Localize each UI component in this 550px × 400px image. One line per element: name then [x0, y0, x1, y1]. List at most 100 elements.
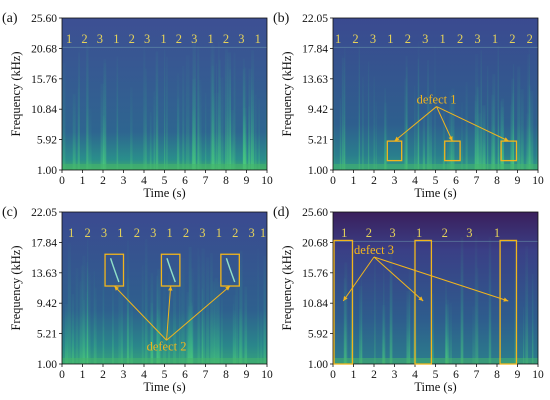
energy-stripe	[213, 93, 217, 170]
x-axis-label: Time (s)	[414, 186, 456, 200]
energy-stripe	[157, 268, 161, 364]
energy-stripe	[86, 41, 89, 170]
energy-stripe	[224, 49, 229, 170]
segment-label: 1	[66, 32, 72, 46]
segment-label: 2	[85, 226, 91, 240]
low-frequency-band	[62, 164, 267, 170]
energy-stripe	[215, 63, 217, 170]
energy-stripe	[536, 89, 538, 170]
energy-stripe	[216, 92, 220, 170]
energy-stripe	[511, 78, 515, 170]
energy-stripe	[186, 292, 190, 364]
segment-label: 3	[97, 32, 103, 46]
energy-stripe	[474, 235, 478, 364]
energy-stripe	[389, 248, 393, 364]
y-tick-label: 17.84	[302, 43, 328, 55]
y-tick-label: 1.00	[308, 165, 328, 177]
energy-stripe	[383, 262, 385, 364]
y-tick-label: 9.42	[37, 298, 57, 310]
y-tick-label: 17.84	[31, 237, 57, 249]
energy-stripe	[218, 59, 221, 170]
energy-stripe	[194, 78, 196, 170]
energy-stripe	[343, 278, 346, 364]
defect-arrow	[394, 106, 437, 142]
defect-arrowhead	[114, 286, 119, 291]
y-axis-label: Frequency (kHz)	[280, 51, 294, 136]
energy-stripe	[210, 252, 213, 364]
segment-label: 2	[509, 32, 515, 46]
x-tick-label: 7	[203, 175, 209, 187]
y-axis-label: Frequency (kHz)	[9, 245, 23, 330]
energy-stripe	[528, 85, 532, 170]
energy-stripe	[173, 267, 177, 364]
energy-stripe	[212, 281, 215, 364]
energy-stripe	[88, 108, 92, 170]
segment-label: 2	[442, 226, 448, 240]
energy-stripe	[520, 89, 524, 170]
panel-label: (d)	[273, 205, 290, 220]
y-tick-label: 20.68	[31, 43, 57, 55]
defect-arrow	[373, 256, 424, 302]
energy-stripe	[120, 293, 123, 364]
segment-label: 2	[527, 32, 533, 46]
energy-stripe	[188, 246, 192, 364]
segment-label: 3	[474, 32, 480, 46]
segment-label: 3	[191, 32, 197, 46]
x-tick-label: 10	[532, 369, 544, 381]
x-tick-label: 1	[351, 369, 357, 381]
energy-stripe	[164, 49, 166, 170]
energy-stripe	[232, 304, 234, 364]
spectrogram-panel-1: 0 1 2 3 4 5 6 7 8 9 101.005.9210.8415.7620.6825.60…	[2, 11, 273, 200]
energy-stripe	[181, 258, 185, 364]
energy-stripe	[198, 79, 202, 170]
energy-stripe	[359, 286, 363, 364]
x-tick-label: 9	[244, 175, 250, 187]
harmonic-line	[333, 46, 538, 48]
y-tick-label: 25.60	[302, 207, 328, 219]
x-tick-label: 2	[100, 175, 106, 187]
energy-stripe	[528, 46, 530, 170]
energy-stripe	[127, 240, 129, 364]
energy-stripe	[86, 262, 89, 364]
x-tick-label: 0	[59, 175, 65, 187]
energy-stripe	[428, 96, 432, 170]
energy-stripe	[408, 264, 411, 364]
energy-stripe	[78, 47, 80, 170]
x-tick-label: 1	[80, 175, 86, 187]
spectrogram-panel-3: 0 1 2 3 4 5 6 7 8 9 101.005.219.4213.6317.8422.05T…	[2, 205, 273, 394]
segment-label: 1	[216, 226, 222, 240]
segment-label: 2	[352, 32, 358, 46]
segment-label: 1	[167, 226, 173, 240]
low-frequency-band	[62, 358, 267, 364]
energy-stripe	[358, 40, 360, 170]
energy-stripe	[442, 107, 445, 170]
defect-arrow	[436, 106, 453, 142]
energy-stripe	[263, 255, 266, 364]
y-tick-label: 15.76	[31, 74, 57, 86]
segment-label: 3	[389, 226, 395, 240]
energy-stripe	[191, 110, 195, 170]
defect-arrow	[342, 256, 375, 302]
energy-stripe	[83, 299, 85, 364]
energy-stripe	[265, 92, 267, 170]
energy-stripe	[517, 66, 521, 170]
segment-label: 2	[405, 32, 411, 46]
x-tick-label: 8	[494, 369, 500, 381]
segment-label: 3	[422, 32, 428, 46]
segment-label: 1	[387, 32, 393, 46]
defect-arrowhead	[394, 136, 400, 142]
energy-stripe	[112, 289, 114, 364]
segment-label: 1	[416, 226, 422, 240]
x-axis-label: Time (s)	[143, 186, 185, 200]
y-tick-label: 13.63	[31, 268, 57, 280]
segment-label: 3	[466, 226, 472, 240]
defect-arrowhead	[168, 286, 173, 291]
x-tick-label: 8	[223, 175, 229, 187]
energy-stripe	[480, 50, 482, 170]
low-frequency-band	[333, 358, 538, 364]
spectrogram-texture	[333, 40, 538, 170]
energy-stripe	[162, 286, 167, 364]
defect-label: defect 1	[417, 93, 457, 107]
energy-stripe	[447, 116, 450, 170]
